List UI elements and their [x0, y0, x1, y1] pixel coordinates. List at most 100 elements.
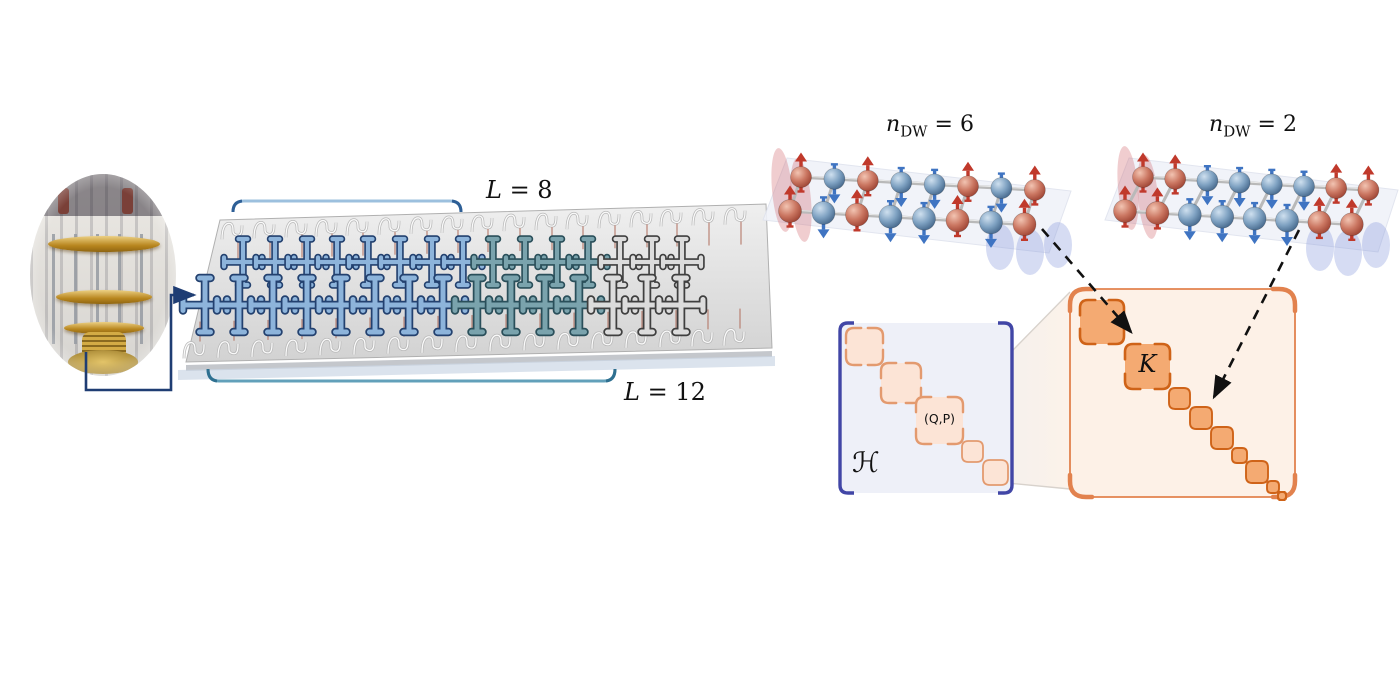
- label-chip-length-8: L = 8: [486, 176, 553, 204]
- h-sector-block: [879, 361, 923, 405]
- h-sector-block: [914, 395, 965, 446]
- qubit-cross: [345, 235, 391, 289]
- label-L8-eq: = 8: [501, 176, 553, 204]
- spin-up: [945, 195, 970, 238]
- spin-down: [912, 201, 936, 245]
- spin-down: [990, 172, 1013, 213]
- spin-up: [957, 161, 979, 202]
- photo-to-chip-connector: [84, 285, 197, 392]
- label-ndw2-eq: = 2: [1250, 112, 1297, 137]
- spin-up: [1145, 187, 1170, 230]
- label-ndw2-var: n: [1209, 112, 1224, 137]
- label-ndw6-sub: DW: [900, 122, 928, 141]
- qubit-cross: [502, 235, 548, 289]
- spin-down: [1210, 199, 1234, 243]
- qubit-cross: [314, 273, 368, 337]
- spin-down: [1293, 170, 1315, 211]
- spin-down: [923, 168, 946, 209]
- spin-down: [823, 163, 846, 204]
- qubit-cross: [348, 273, 402, 337]
- label-L8-var: L: [486, 176, 502, 204]
- kernel-block: [1123, 342, 1172, 391]
- label-domain-walls-2: nDW = 2: [1193, 112, 1313, 140]
- photo-vignette: [30, 174, 176, 376]
- h-sector-block: [961, 440, 984, 463]
- qubit-cross: [629, 235, 675, 289]
- spin-down: [1242, 201, 1267, 245]
- qubit-cross: [440, 235, 486, 289]
- kernel-block: [1231, 447, 1248, 464]
- kernel-block: [1277, 491, 1287, 501]
- qubit-cross: [586, 273, 640, 337]
- qubit-cross: [280, 273, 334, 337]
- qubit-cross: [416, 273, 470, 337]
- spin-down: [890, 166, 913, 208]
- transmon-qubits: [178, 235, 708, 337]
- qubit-cross: [409, 235, 455, 289]
- label-ndw2-sub: DW: [1223, 122, 1251, 141]
- qubit-cross: [212, 273, 266, 337]
- label-kernel-symbol: K: [1138, 350, 1157, 378]
- spin-chain-left: [762, 148, 1072, 275]
- qubit-cross: [470, 235, 516, 289]
- qubit-cross: [565, 235, 611, 289]
- spin-up: [1024, 165, 1046, 206]
- kernel-block: [1168, 387, 1191, 410]
- kernel-block: [1078, 298, 1126, 346]
- qubit-cross: [484, 273, 538, 337]
- label-L12-var: L: [624, 378, 640, 406]
- spin-down: [1261, 168, 1283, 209]
- spin-down: [979, 205, 1003, 248]
- spin-chain-right: [1104, 146, 1399, 276]
- qubit-cross: [620, 273, 674, 337]
- h-sector-block: [844, 326, 885, 367]
- spin-up: [1113, 185, 1137, 228]
- resonator-meanders: [182, 207, 747, 359]
- label-ndw6-var: n: [886, 112, 901, 137]
- spin-up: [1340, 198, 1364, 242]
- kernel-block: [1210, 426, 1234, 450]
- spin-down: [1178, 198, 1202, 241]
- sector-zoom-matrix: [1067, 286, 1298, 501]
- dilution-refrigerator-photo: [30, 174, 176, 376]
- label-domain-walls-6: nDW = 6: [870, 112, 990, 140]
- hamiltonian-matrix: [838, 321, 1014, 495]
- spin-up: [1357, 165, 1380, 206]
- qubit-cross: [382, 273, 436, 337]
- qubit-cross: [534, 235, 580, 289]
- label-L12-eq: = 12: [639, 378, 706, 406]
- qubit-cross: [246, 273, 300, 337]
- spin-up: [856, 156, 879, 197]
- spin-up: [1164, 154, 1186, 195]
- spin-up: [778, 185, 802, 228]
- spin-up: [845, 189, 869, 232]
- spin-up: [790, 152, 812, 193]
- spin-down: [878, 199, 903, 243]
- spin-down: [1196, 164, 1219, 206]
- qubit-cross: [552, 273, 606, 337]
- configuration-arrows: [1041, 228, 1301, 400]
- spin-up: [1307, 196, 1332, 240]
- h-sector-block: [982, 459, 1009, 486]
- length-brackets: [206, 199, 617, 383]
- spin-up: [1132, 152, 1154, 193]
- qubit-cross: [178, 273, 232, 337]
- qubit-cross: [518, 273, 572, 337]
- qubit-cross: [597, 235, 643, 289]
- spin-up: [1325, 163, 1347, 204]
- kernel-block: [1266, 480, 1280, 494]
- spin-down: [1228, 166, 1251, 208]
- label-symmetry-sector-QP: (Q,P): [923, 411, 956, 426]
- spin-down: [1275, 203, 1299, 246]
- label-ndw6-eq: = 6: [927, 112, 974, 137]
- kernel-block: [1245, 460, 1269, 484]
- qubit-cross: [377, 235, 423, 289]
- qubit-cross: [450, 273, 504, 337]
- spin-down: [811, 196, 836, 239]
- qubit-cross: [654, 273, 708, 337]
- spin-up: [1012, 198, 1037, 242]
- label-hamiltonian-symbol: ℋ: [852, 446, 880, 479]
- kernel-block: [1189, 406, 1213, 430]
